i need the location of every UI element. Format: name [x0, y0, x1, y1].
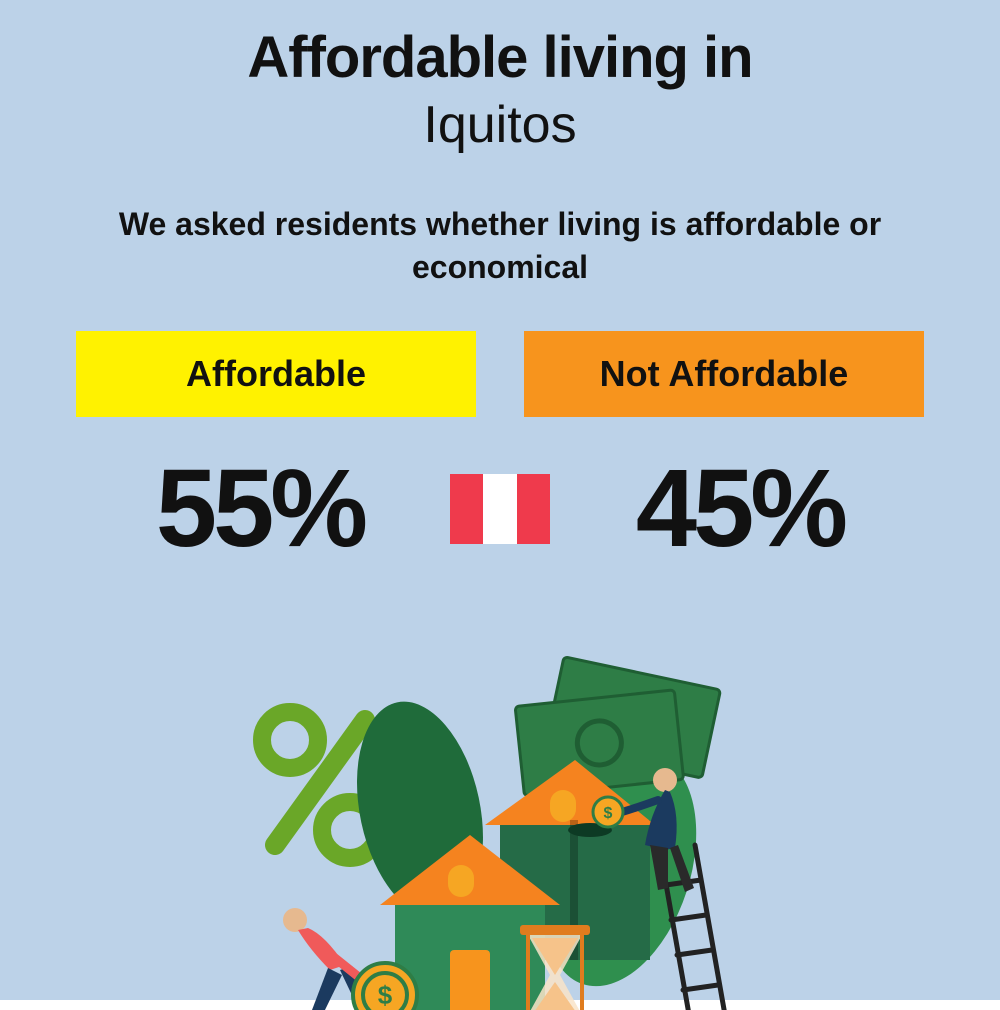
svg-text:$: $ — [378, 980, 393, 1010]
subtitle: We asked residents whether living is aff… — [110, 203, 890, 289]
stat-affordable: 55% — [110, 445, 410, 572]
savings-illustration: $ $ — [220, 650, 780, 1010]
title-block: Affordable living in Iquitos — [0, 0, 1000, 155]
stat-not-affordable: 45% — [590, 445, 890, 572]
badge-affordable: Affordable — [76, 331, 476, 417]
svg-text:$: $ — [604, 805, 613, 822]
badges-row: Affordable Not Affordable — [0, 331, 1000, 417]
badge-not-affordable: Not Affordable — [524, 331, 924, 417]
stats-row: 55% 45% — [0, 445, 1000, 572]
peru-flag-icon — [450, 474, 550, 544]
infographic-canvas: Affordable living in Iquitos We asked re… — [0, 0, 1000, 1000]
money-bills-icon — [515, 657, 720, 796]
title-line2: Iquitos — [0, 95, 1000, 155]
title-line1: Affordable living in — [0, 24, 1000, 91]
